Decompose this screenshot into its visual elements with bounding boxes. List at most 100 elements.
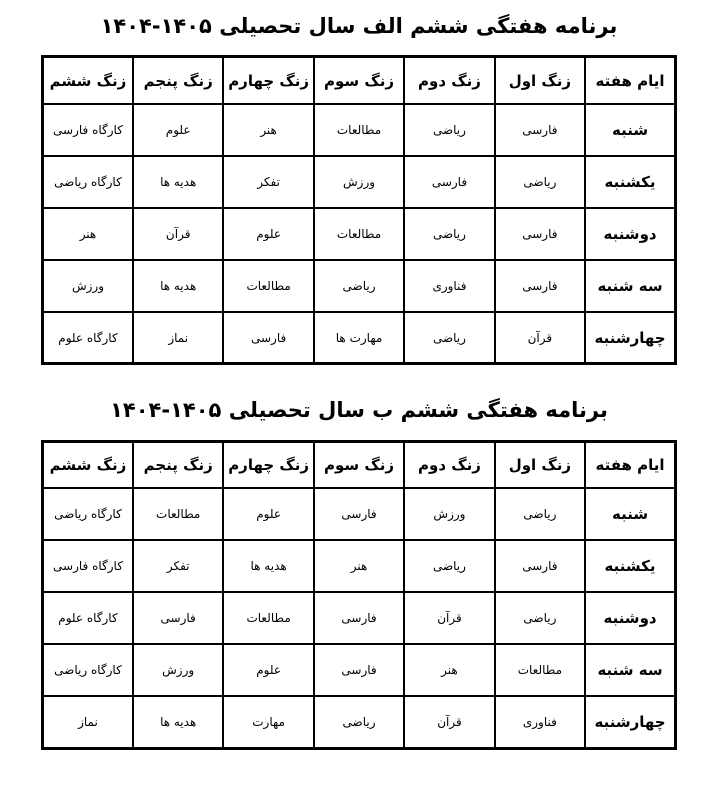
table-row: دوشنبه فارسی ریاضی مطالعات علوم قرآن هنر: [41, 206, 677, 261]
subject-cell: قرآن: [131, 206, 225, 261]
subject-cell: ریاضی: [493, 591, 587, 645]
day-cell: شنبه: [584, 102, 677, 157]
subject-cell: کارگاه علوم: [41, 310, 134, 365]
subject-cell: ورزش: [131, 643, 225, 697]
subject-cell: فارسی: [493, 258, 587, 313]
column-header-0: ایام هفته: [584, 55, 677, 105]
subject-cell: فارسی: [493, 102, 587, 157]
subject-cell: کارگاه فارسی: [41, 102, 134, 157]
subject-cell: فارسی: [131, 591, 225, 645]
subject-cell: هدیه ها: [131, 154, 225, 209]
table-row: چهارشنبه قرآن ریاضی مهارت ها فارسی نماز کارگاه…: [41, 310, 677, 365]
subject-cell: ورزش: [312, 154, 406, 209]
column-header-5: زنگ پنجم: [131, 440, 225, 489]
schedule-table-sixth-a: ایام هفته زنگ اول زنگ دوم زنگ سوم زنگ چهارم ز…: [41, 55, 677, 366]
subject-cell: ورزش: [41, 258, 134, 313]
subject-cell: فناوری: [493, 695, 587, 749]
subject-cell: فارسی: [493, 206, 587, 261]
day-cell: یکشنبه: [584, 539, 677, 593]
column-header-6: زنگ ششم: [41, 55, 134, 105]
subject-cell: هدیه ها: [131, 258, 225, 313]
subject-cell: کارگاه فارسی: [41, 539, 134, 593]
table-row: چهارشنبه فناوری قرآن ریاضی مهارت هدیه ها نماز: [41, 695, 677, 749]
column-header-2: زنگ دوم: [403, 440, 496, 489]
table-row: سه شنبه مطالعات هنر فارسی علوم ورزش کارگاه ریا…: [41, 643, 677, 697]
subject-cell: علوم: [222, 487, 315, 541]
subject-cell: فارسی: [312, 643, 406, 697]
subject-cell: مهارت: [222, 695, 315, 749]
subject-cell: ریاضی: [403, 310, 496, 365]
table-row: شنبه ریاضی ورزش فارسی علوم مطالعات کارگاه ریاض…: [41, 487, 677, 541]
subject-cell: نماز: [41, 695, 134, 749]
schedule-title-sixth-a: برنامه هفتگی ششم الف سال تحصیلی ۱۴۰۵-۱۴۰…: [100, 14, 618, 38]
column-header-1: زنگ اول: [493, 55, 587, 105]
column-header-3: زنگ سوم: [312, 440, 406, 489]
subject-cell: کارگاه ریاضی: [41, 487, 134, 541]
day-cell: سه شنبه: [584, 258, 677, 313]
subject-cell: قرآن: [403, 591, 496, 645]
subject-cell: هنر: [403, 643, 496, 697]
subject-cell: مطالعات: [312, 102, 406, 157]
subject-cell: ریاضی: [312, 695, 406, 749]
column-header-2: زنگ دوم: [403, 55, 496, 105]
subject-cell: ریاضی: [403, 102, 496, 157]
day-cell: شنبه: [584, 487, 677, 541]
day-cell: یکشنبه: [584, 154, 677, 209]
subject-cell: فارسی: [312, 591, 406, 645]
subject-cell: مطالعات: [131, 487, 225, 541]
subject-cell: فناوری: [403, 258, 496, 313]
subject-cell: هنر: [312, 539, 406, 593]
subject-cell: فارسی: [403, 154, 496, 209]
column-header-4: زنگ چهارم: [222, 55, 315, 105]
subject-cell: مطالعات: [312, 206, 406, 261]
subject-cell: فارسی: [222, 310, 315, 365]
day-cell: چهارشنبه: [584, 310, 677, 365]
subject-cell: تفکر: [131, 539, 225, 593]
subject-cell: مطالعات: [493, 643, 587, 697]
subject-cell: هنر: [222, 102, 315, 157]
table-row: شنبه فارسی ریاضی مطالعات هنر علوم کارگاه فارسی: [41, 102, 677, 157]
table-row: سه شنبه فارسی فناوری ریاضی مطالعات هدیه ها ورز…: [41, 258, 677, 313]
subject-cell: مطالعات: [222, 258, 315, 313]
subject-cell: علوم: [222, 643, 315, 697]
column-header-4: زنگ چهارم: [222, 440, 315, 489]
subject-cell: فارسی: [493, 539, 587, 593]
column-header-1: زنگ اول: [493, 440, 587, 489]
header-row: ایام هفته زنگ اول زنگ دوم زنگ سوم زنگ چهارم ز…: [41, 55, 677, 105]
day-cell: چهارشنبه: [584, 695, 677, 749]
subject-cell: ریاضی: [403, 539, 496, 593]
subject-cell: ریاضی: [312, 258, 406, 313]
column-header-6: زنگ ششم: [41, 440, 134, 489]
subject-cell: قرآن: [403, 695, 496, 749]
schedule-table-sixth-b: ایام هفته زنگ اول زنگ دوم زنگ سوم زنگ چهارم ز…: [41, 439, 677, 750]
table-row: یکشنبه فارسی ریاضی هنر هدیه ها تفکر کارگاه فار…: [41, 539, 677, 593]
subject-cell: هدیه ها: [131, 695, 225, 749]
day-cell: سه شنبه: [584, 643, 677, 697]
subject-cell: کارگاه ریاضی: [41, 154, 134, 209]
subject-cell: تفکر: [222, 154, 315, 209]
subject-cell: قرآن: [493, 310, 587, 365]
subject-cell: ورزش: [403, 487, 496, 541]
subject-cell: هدیه ها: [222, 539, 315, 593]
day-cell: دوشنبه: [584, 591, 677, 645]
subject-cell: ریاضی: [493, 487, 587, 541]
column-header-0: ایام هفته: [584, 440, 677, 489]
subject-cell: مطالعات: [222, 591, 315, 645]
subject-cell: نماز: [131, 310, 225, 365]
subject-cell: علوم: [222, 206, 315, 261]
table-row: یکشنبه ریاضی فارسی ورزش تفکر هدیه ها کارگاه ری…: [41, 154, 677, 209]
day-cell: دوشنبه: [584, 206, 677, 261]
subject-cell: ریاضی: [493, 154, 587, 209]
subject-cell: علوم: [131, 102, 225, 157]
header-row: ایام هفته زنگ اول زنگ دوم زنگ سوم زنگ چهارم ز…: [41, 440, 677, 489]
table-row: دوشنبه ریاضی قرآن فارسی مطالعات فارسی کارگاه ع…: [41, 591, 677, 645]
subject-cell: فارسی: [312, 487, 406, 541]
schedule-title-sixth-b: برنامه هفتگی ششم ب سال تحصیلی ۱۴۰۵-۱۴۰۴: [110, 398, 608, 423]
subject-cell: هنر: [41, 206, 134, 261]
column-header-3: زنگ سوم: [312, 55, 406, 105]
subject-cell: مهارت ها: [312, 310, 406, 365]
subject-cell: کارگاه ریاضی: [41, 643, 134, 697]
subject-cell: ریاضی: [403, 206, 496, 261]
subject-cell: کارگاه علوم: [41, 591, 134, 645]
